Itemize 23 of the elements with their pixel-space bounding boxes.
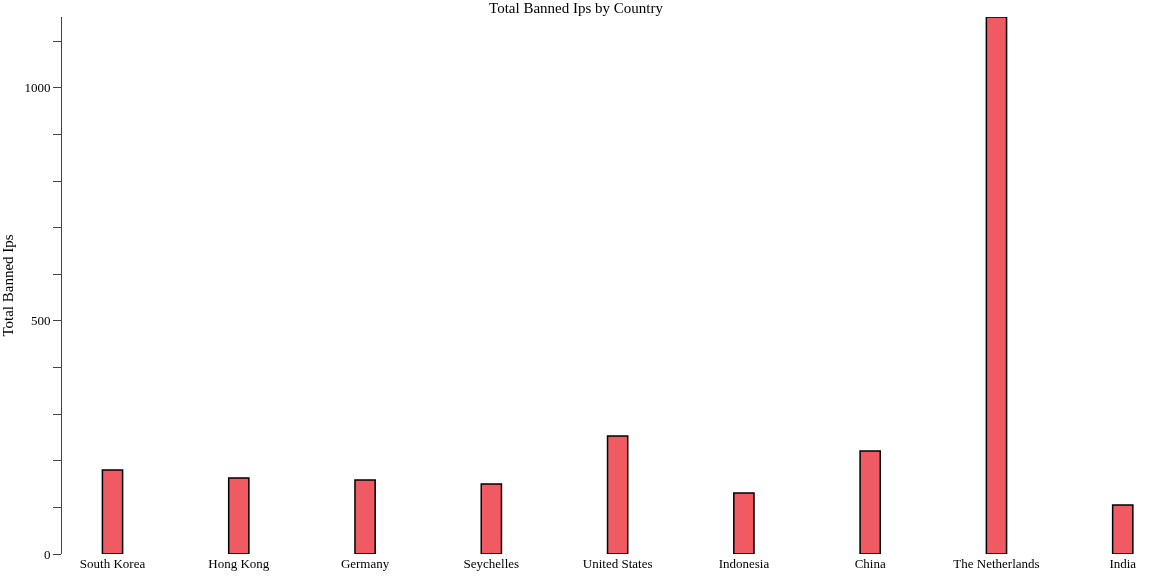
y-axis-title: Total Banned Ips: [0, 234, 16, 337]
bar: [101, 469, 124, 554]
x-tick-label: Indonesia: [718, 556, 770, 571]
chart-title: Total Banned Ips by Country: [489, 0, 664, 17]
y-tick-label: 500: [30, 313, 51, 329]
bar: [985, 17, 1008, 554]
bar: [480, 483, 503, 554]
bar: [227, 477, 250, 554]
bar: [859, 450, 882, 554]
bar: [354, 479, 376, 554]
x-tick-label: Hong Kong: [208, 556, 270, 571]
bar: [606, 435, 629, 554]
x-tick-label: India: [1109, 556, 1137, 571]
bar: [733, 492, 755, 554]
x-tick-label: United States: [582, 556, 653, 571]
x-tick-label: South Korea: [79, 556, 146, 571]
x-tick-label: Seychelles: [463, 556, 520, 571]
y-tick-label: 1000: [24, 80, 51, 96]
x-tick-label: Germany: [340, 556, 390, 571]
y-tick-label: 0: [43, 546, 51, 562]
bar: [1111, 504, 1134, 554]
x-tick-label: China: [854, 556, 886, 571]
x-tick-label: The Netherlands: [953, 556, 1040, 571]
